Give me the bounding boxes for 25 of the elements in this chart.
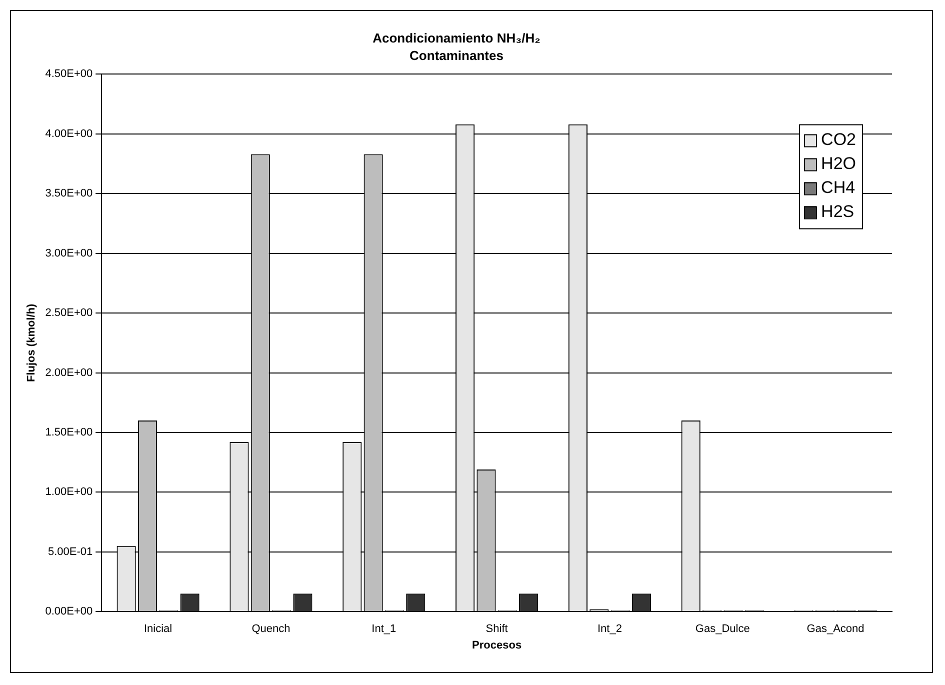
x-axis-title: Procesos <box>472 639 522 652</box>
y-tick-label: 3.50E+00 <box>45 188 93 200</box>
x-tick-label: Inicial <box>144 623 172 636</box>
x-tick-label: Int_2 <box>597 623 622 636</box>
y-tick-label: 4.50E+00 <box>45 68 93 80</box>
y-tick-label: 4.00E+00 <box>45 128 93 140</box>
legend-label: H2S <box>821 202 854 221</box>
legend-label: CO2 <box>821 130 856 149</box>
y-axis-title: Flujos (kmol/h) <box>26 303 38 382</box>
chart-title: Acondicionamiento NH₃/H₂ <box>372 30 541 46</box>
x-tick-label: Int_1 <box>372 623 396 636</box>
x-tick-label: Gas_Acond <box>806 623 864 636</box>
y-tick-label: 2.50E+00 <box>45 307 93 320</box>
x-tick-label: Gas_Dulce <box>695 623 750 636</box>
chart-subtitle: Contaminantes <box>410 48 504 63</box>
x-tick-label: Quench <box>252 623 290 636</box>
y-tick-label: 3.00E+00 <box>45 247 93 260</box>
legend-label: H2O <box>821 154 856 173</box>
legend-label: CH4 <box>821 178 856 197</box>
y-tick-label: 5.00E-01 <box>48 546 93 558</box>
y-tick-label: 1.00E+00 <box>45 486 93 498</box>
y-tick-label: 1.50E+00 <box>45 426 93 438</box>
x-tick-label: Shift <box>486 623 508 636</box>
y-tick-label: 2.00E+00 <box>45 366 93 379</box>
y-tick-label: 0.00E+00 <box>45 606 93 618</box>
